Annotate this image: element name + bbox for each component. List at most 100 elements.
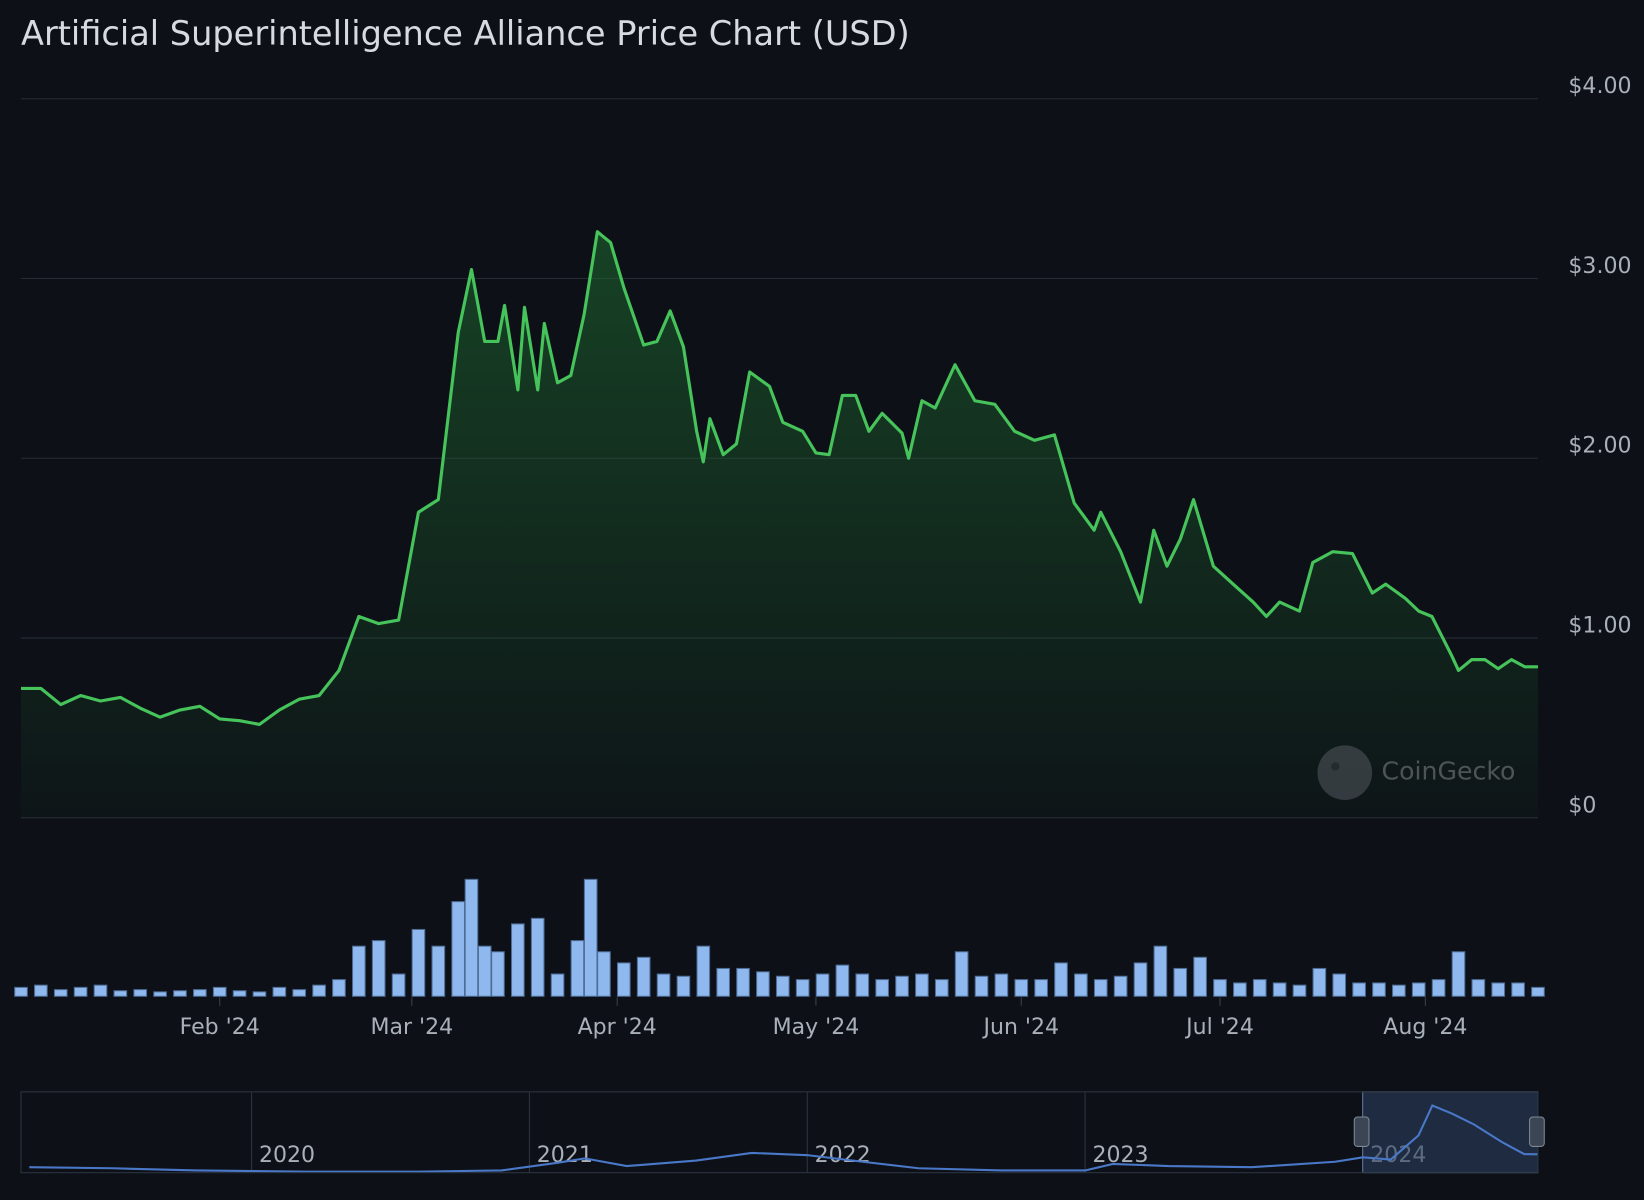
x-tick-label: Jul '24	[1184, 1015, 1254, 1040]
volume-bar	[53, 989, 68, 997]
volume-bar	[1252, 979, 1267, 997]
volume-bar	[1272, 982, 1287, 997]
volume-bar	[530, 917, 545, 997]
y-tick-label: $4.00	[1568, 74, 1631, 99]
volume-bar	[1531, 986, 1545, 997]
volume-bar	[193, 989, 207, 997]
volume-bar	[915, 973, 929, 997]
volume-bar	[510, 923, 525, 997]
volume-bar	[1471, 979, 1486, 997]
volume-bar	[464, 878, 479, 997]
navigator-line	[29, 1104, 1538, 1173]
volume-bar	[1113, 975, 1128, 997]
volume-bar	[252, 991, 267, 997]
volume-bar	[1093, 979, 1108, 997]
x-tick-label: Aug '24	[1383, 1015, 1467, 1040]
volume-bar	[855, 973, 870, 997]
x-tick-label: Apr '24	[578, 1015, 657, 1040]
navigator-tick-label: 2020	[259, 1143, 315, 1168]
volume-bar	[133, 989, 148, 997]
volume-bar	[716, 967, 730, 997]
volume-bar	[113, 990, 128, 997]
x-tick-label: Mar '24	[370, 1015, 453, 1040]
volume-bar	[352, 945, 366, 997]
y-tick-label: $1.00	[1568, 614, 1631, 639]
volume-bar	[411, 928, 426, 997]
volume-bar	[1352, 982, 1366, 997]
volume-bar	[272, 986, 287, 997]
volume-bar	[895, 975, 909, 997]
price-line	[20, 230, 1538, 726]
x-tick-label: Feb '24	[180, 1015, 260, 1040]
volume-bar	[676, 975, 691, 997]
watermark: CoinGecko	[1317, 745, 1516, 800]
volume-bar	[431, 945, 446, 997]
volume-bar	[974, 975, 989, 997]
volume-bar	[73, 986, 88, 997]
y-tick-label: $0	[1568, 793, 1596, 818]
volume-bar	[636, 956, 651, 997]
volume-bar	[775, 975, 790, 997]
navigator-handle[interactable]	[1529, 1116, 1545, 1147]
volume-bar	[550, 973, 565, 997]
volume-bar	[994, 973, 1009, 997]
volume-bar	[292, 989, 307, 997]
volume-bar	[491, 951, 505, 997]
volume-bar	[616, 962, 631, 997]
volume-bar	[1193, 956, 1207, 997]
volume-bar	[1233, 982, 1247, 997]
volume-bar	[1153, 945, 1168, 997]
volume-bar	[835, 964, 850, 997]
volume-bar	[1451, 951, 1466, 997]
volume-bar	[1431, 979, 1446, 997]
volume-bar	[597, 951, 611, 997]
volume-bar	[93, 984, 108, 997]
y-tick-label: $2.00	[1568, 434, 1631, 459]
volume-bar	[875, 979, 889, 997]
volume-bar	[391, 973, 406, 997]
volume-bar	[173, 990, 187, 997]
volume-bar	[212, 986, 227, 997]
chart-title: Artificial Superintelligence Alliance Pr…	[21, 14, 910, 53]
volume-bar	[1511, 982, 1525, 997]
volume-bar	[583, 878, 598, 997]
y-tick-label: $3.00	[1568, 254, 1631, 279]
navigator-handle[interactable]	[1353, 1116, 1370, 1147]
volume-bar	[736, 967, 750, 997]
volume-bar	[1054, 962, 1068, 997]
volume-bar	[312, 984, 326, 997]
volume-bar	[1332, 973, 1347, 997]
watermark-text: CoinGecko	[1382, 757, 1516, 786]
volume-bar	[954, 951, 969, 997]
volume-bar	[1392, 984, 1406, 997]
watermark-logo	[1317, 745, 1373, 800]
volume-bar	[795, 979, 810, 997]
x-tick-label: May '24	[773, 1015, 860, 1040]
volume-bar	[451, 901, 466, 997]
volume-bar	[1014, 979, 1029, 997]
volume-bar	[1213, 979, 1227, 997]
volume-bar	[153, 991, 167, 997]
watermark-eye	[1331, 762, 1340, 771]
volume-bar	[815, 973, 830, 997]
volume-bar	[934, 979, 949, 997]
volume-bar	[656, 973, 671, 997]
volume-bar	[232, 990, 247, 997]
volume-bar	[1312, 967, 1327, 997]
volume-bar	[371, 940, 386, 997]
volume-bar	[1411, 982, 1426, 997]
volume-bar	[34, 984, 48, 997]
volume-bar	[1133, 962, 1148, 997]
navigator-tick-label: 2022	[815, 1143, 871, 1168]
volume-bar	[696, 945, 711, 997]
volume-bar	[1292, 984, 1307, 997]
navigator-window[interactable]	[1362, 1091, 1539, 1174]
volume-bar	[1173, 967, 1188, 997]
volume-bar	[477, 945, 492, 997]
volume-bar	[570, 940, 585, 997]
x-tick-label: Jun '24	[982, 1015, 1060, 1040]
volume-bar	[1372, 982, 1386, 997]
volume-bar	[14, 986, 28, 997]
